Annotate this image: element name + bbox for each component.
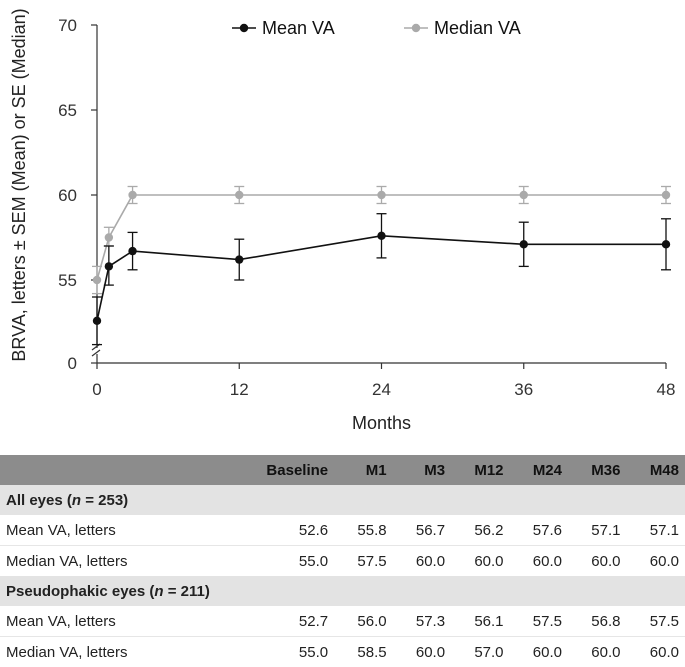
table-cell: 57.5 <box>626 606 685 637</box>
table-cell: 60.0 <box>626 546 685 577</box>
data-point <box>520 240 528 248</box>
chart-axes: 0 55 60 65 70 0 12 24 36 48 Months BRVA, letters ± … <box>9 8 675 433</box>
table-cell: 57.1 <box>568 515 626 546</box>
data-point <box>105 233 113 241</box>
data-point <box>377 191 385 199</box>
table-cell: 60.0 <box>626 637 685 667</box>
table-cell: 57.3 <box>393 606 451 637</box>
chart-marks <box>92 187 671 345</box>
y-tick-label: 55 <box>58 271 77 290</box>
va-line-chart: 0 55 60 65 70 0 12 24 36 48 Months BRVA, letters ± … <box>0 0 685 440</box>
header-blank <box>0 455 222 485</box>
legend-marker-0 <box>240 24 248 32</box>
table-cell: 57.1 <box>626 515 685 546</box>
table-cell: 55.0 <box>222 546 334 577</box>
x-tick-label: 0 <box>92 380 101 399</box>
column-header: Baseline <box>222 455 334 485</box>
row-label: Median VA, letters <box>0 637 222 667</box>
x-tick-label: 36 <box>514 380 533 399</box>
data-point <box>105 262 113 270</box>
column-header: M1 <box>334 455 392 485</box>
data-point <box>128 247 136 255</box>
table-cell: 57.0 <box>451 637 509 667</box>
table-cell: 58.5 <box>334 637 392 667</box>
data-point <box>662 240 670 248</box>
x-axis-title: Months <box>352 413 411 433</box>
table-cell: 60.0 <box>393 637 451 667</box>
group-title: All eyes (n = 253) <box>0 485 685 515</box>
y-axis-title: BRVA, letters ± SEM (Mean) or SE (Median… <box>9 8 29 361</box>
group-row: Pseudophakic eyes (n = 211) <box>0 576 685 606</box>
data-point <box>93 317 101 325</box>
table-cell: 52.7 <box>222 606 334 637</box>
table-cell: 60.0 <box>393 546 451 577</box>
axis-break-mark <box>92 350 100 356</box>
column-header: M48 <box>626 455 685 485</box>
chart-legend: Mean VA Median VA <box>232 18 521 38</box>
table-cell: 55.0 <box>222 637 334 667</box>
column-header: M24 <box>510 455 568 485</box>
table-cell: 56.8 <box>568 606 626 637</box>
row-label: Median VA, letters <box>0 546 222 577</box>
table-cell: 60.0 <box>510 546 568 577</box>
table-cell: 57.5 <box>510 606 568 637</box>
x-tick-label: 48 <box>657 380 676 399</box>
table-cell: 60.0 <box>568 637 626 667</box>
data-point <box>662 191 670 199</box>
legend-marker-1 <box>412 24 420 32</box>
table-cell: 56.2 <box>451 515 509 546</box>
x-tick-label: 12 <box>230 380 249 399</box>
group-title: Pseudophakic eyes (n = 211) <box>0 576 685 606</box>
table-cell: 60.0 <box>568 546 626 577</box>
column-header: M36 <box>568 455 626 485</box>
data-point <box>235 255 243 263</box>
y-tick-label: 0 <box>68 354 77 373</box>
table-cell: 56.1 <box>451 606 509 637</box>
row-label: Mean VA, letters <box>0 515 222 546</box>
table-cell: 57.6 <box>510 515 568 546</box>
table-cell: 52.6 <box>222 515 334 546</box>
table-cell: 57.5 <box>334 546 392 577</box>
row-label: Mean VA, letters <box>0 606 222 637</box>
y-tick-label: 70 <box>58 16 77 35</box>
legend-label-1: Median VA <box>434 18 521 38</box>
table-cell: 60.0 <box>451 546 509 577</box>
table-cell: 56.0 <box>334 606 392 637</box>
legend-label-0: Mean VA <box>262 18 335 38</box>
column-header: M12 <box>451 455 509 485</box>
data-point <box>128 191 136 199</box>
table-cell: 55.8 <box>334 515 392 546</box>
data-point <box>377 232 385 240</box>
table-cell: 56.7 <box>393 515 451 546</box>
x-tick-label: 24 <box>372 380 391 399</box>
data-point <box>235 191 243 199</box>
column-header: M3 <box>393 455 451 485</box>
table-cell: 60.0 <box>510 637 568 667</box>
y-tick-label: 65 <box>58 101 77 120</box>
data-point <box>93 276 101 284</box>
group-row: All eyes (n = 253) <box>0 485 685 515</box>
y-tick-label: 60 <box>58 186 77 205</box>
data-point <box>520 191 528 199</box>
